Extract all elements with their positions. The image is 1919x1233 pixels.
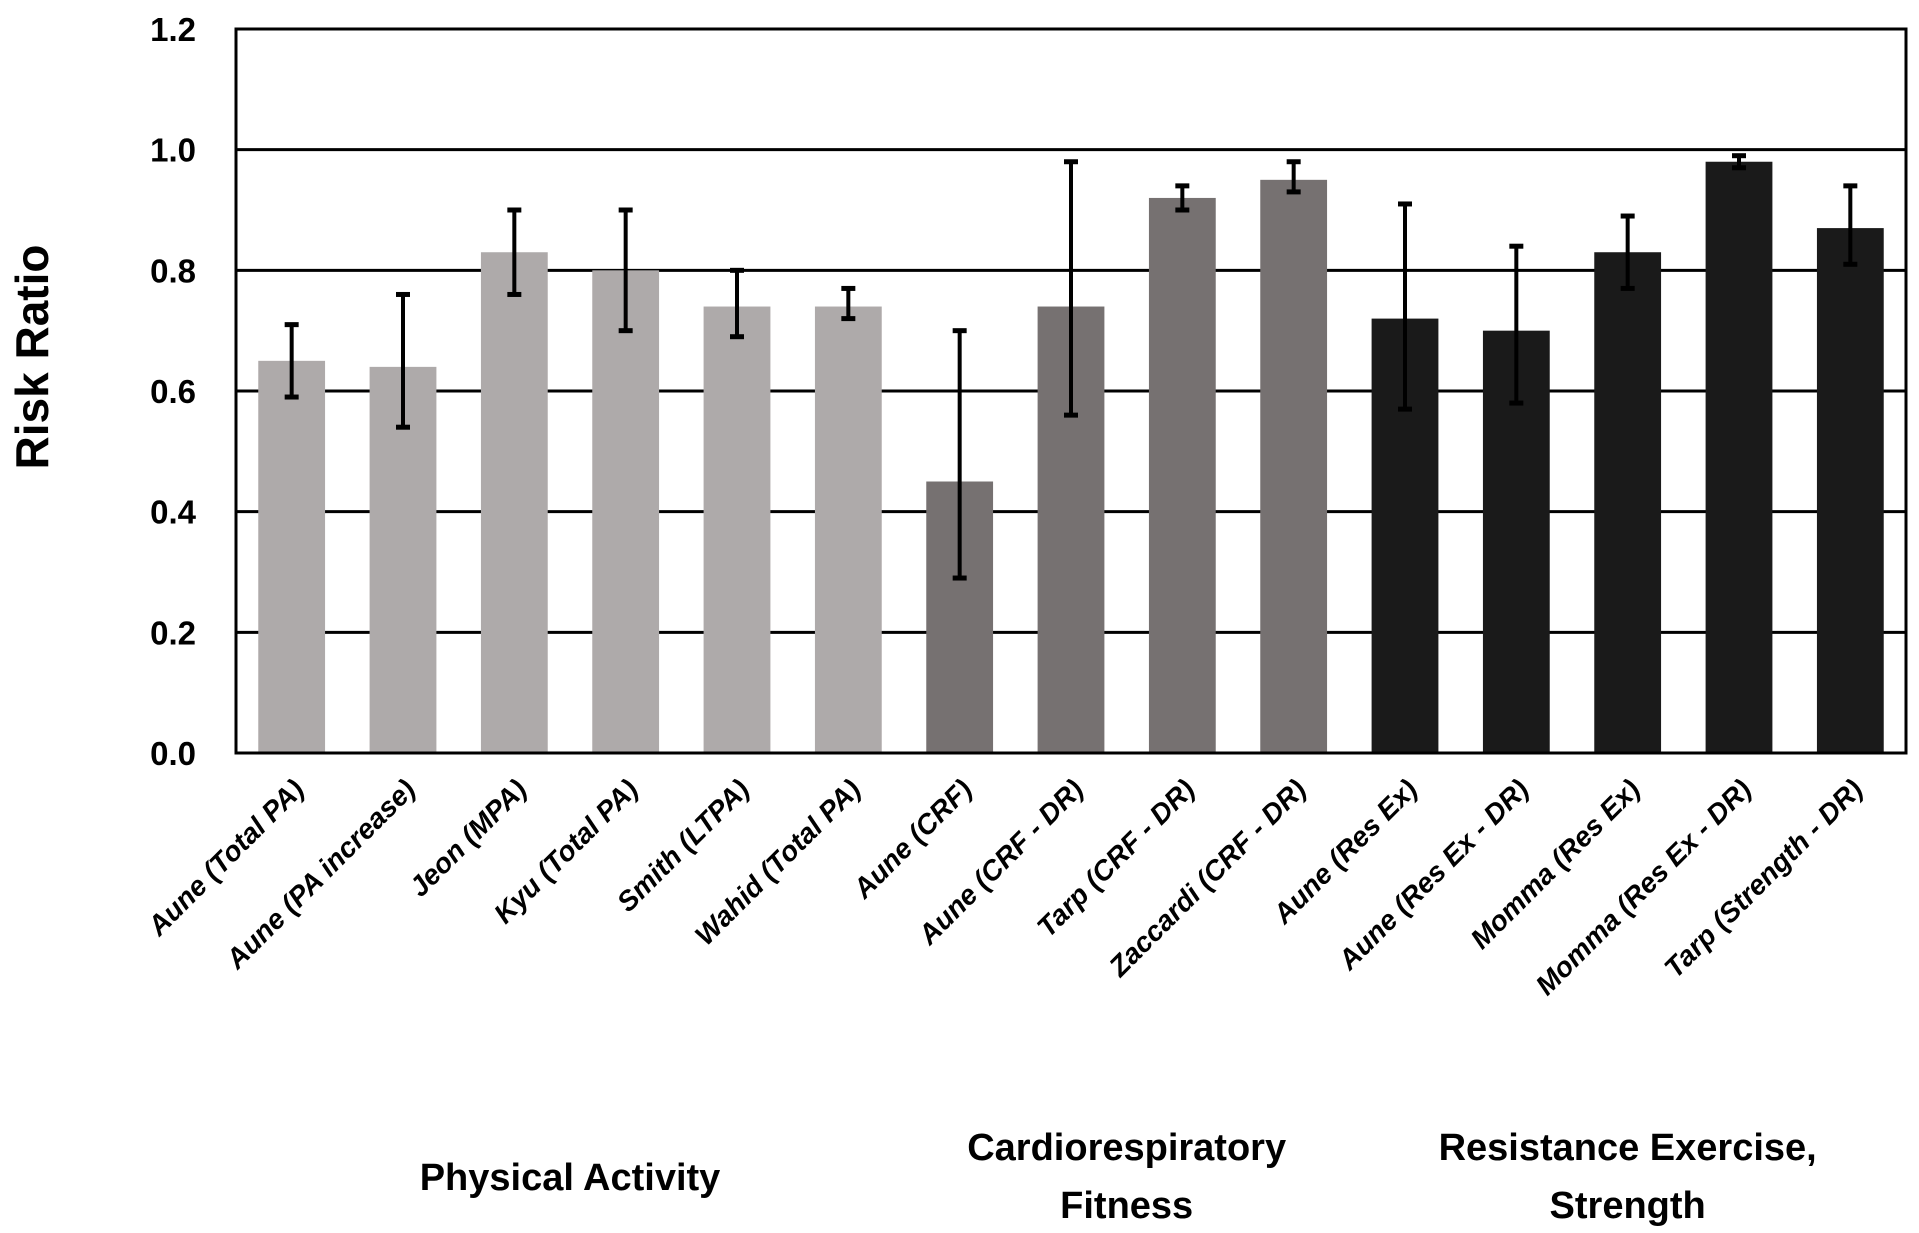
bar [258, 360, 326, 752]
error-bar [1620, 213, 1635, 291]
x-tick-label: Aune (PA increase) [219, 773, 421, 975]
error-bar [1286, 159, 1301, 195]
error-bar [1175, 183, 1190, 213]
error-bar [952, 328, 967, 581]
error-bar [1509, 243, 1524, 406]
bar [1148, 197, 1216, 752]
bar [703, 306, 771, 752]
y-tick-label: 0.2 [150, 614, 196, 651]
group-label: Fitness [1060, 1185, 1193, 1227]
y-tick-label: 0.8 [150, 252, 196, 289]
y-tick-label: 0.6 [150, 373, 196, 410]
bar [369, 366, 437, 752]
x-tick-label: Zaccardi (CRF - DR) [1102, 773, 1312, 983]
y-tick-label: 1.0 [150, 132, 196, 169]
y-tick-label: 0.4 [150, 494, 197, 531]
x-tick-label: Tarp (Strength - DR) [1658, 773, 1868, 983]
bar [1594, 252, 1662, 752]
error-bars [284, 153, 1858, 581]
plot-frame [234, 27, 1908, 755]
error-bar [618, 207, 633, 334]
error-bar [1732, 153, 1746, 171]
error-bar [841, 285, 856, 322]
bar [1705, 161, 1773, 752]
group-label: Physical Activity [420, 1157, 721, 1199]
bar [592, 270, 660, 752]
y-tick-label: 0.0 [150, 735, 196, 772]
error-bar [1843, 183, 1858, 267]
error-bar [396, 291, 410, 430]
bar [1816, 228, 1884, 752]
x-tick-labels: Aune (Total PA)Aune (PA increase)Jeon (M… [141, 773, 1869, 1001]
error-bar [1398, 201, 1412, 412]
y-tick-labels: 0.0 0.2 0.4 0.6 0.8 1.0 1.2 [150, 11, 197, 772]
error-bar [507, 207, 522, 297]
x-tick-label: Momma (Res Ex - DR) [1530, 773, 1758, 1001]
bar [1260, 179, 1328, 752]
error-bar [730, 267, 744, 340]
y-tick-label: 1.2 [150, 11, 196, 48]
group-label: Strength [1550, 1185, 1706, 1227]
x-tick-label: Aune (Res Ex - DR) [1332, 773, 1535, 976]
group-label: Resistance Exercise, [1439, 1127, 1817, 1169]
bar [480, 252, 548, 752]
error-bar [1064, 159, 1078, 418]
group-labels: Physical Activity Cardiorespiratory Fitnes… [420, 1127, 1817, 1227]
group-label: Cardiorespiratory [967, 1127, 1286, 1169]
bar [814, 306, 882, 752]
bars [258, 161, 1884, 752]
error-bar [284, 322, 299, 400]
y-axis-label: Risk Ratio [6, 245, 58, 470]
